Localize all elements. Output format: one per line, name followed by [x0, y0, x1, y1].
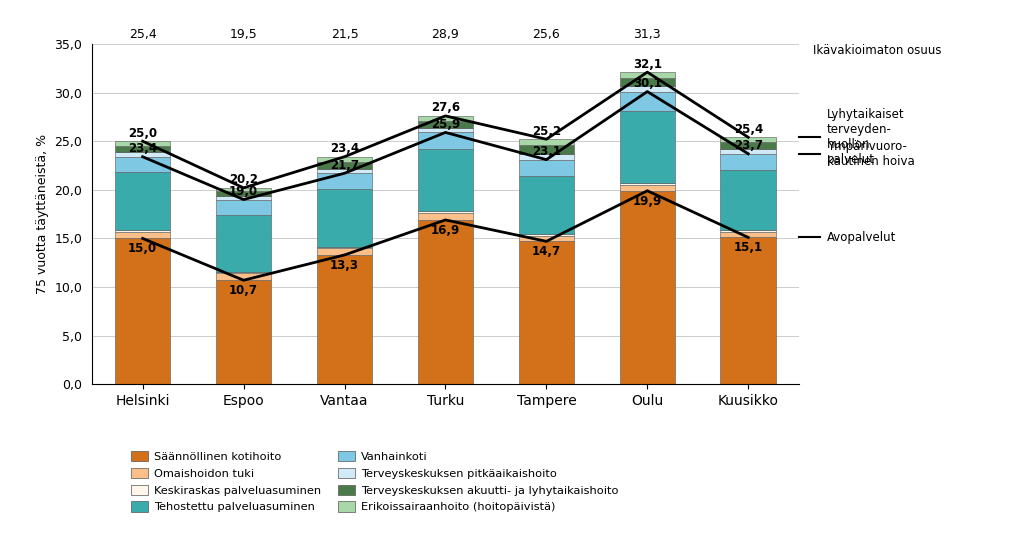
Bar [620, 86, 675, 92]
Text: 30,1: 30,1 [633, 77, 662, 90]
Bar [620, 111, 675, 183]
Text: 20,2: 20,2 [229, 173, 258, 187]
Bar [316, 173, 373, 189]
Bar [721, 230, 776, 232]
Text: 21,7: 21,7 [330, 159, 359, 172]
Text: 14,7: 14,7 [531, 245, 561, 258]
Text: 15,0: 15,0 [128, 242, 158, 255]
Bar [418, 213, 473, 220]
Text: 25,2: 25,2 [531, 125, 561, 138]
Bar [115, 153, 170, 156]
Text: 23,4: 23,4 [128, 142, 158, 155]
Bar [216, 280, 271, 384]
Bar [115, 229, 170, 232]
Text: 23,1: 23,1 [531, 145, 561, 158]
Text: 13,3: 13,3 [330, 259, 359, 272]
Bar [316, 156, 373, 162]
Bar [115, 172, 170, 229]
Bar [518, 242, 574, 384]
Text: 23,4: 23,4 [330, 142, 359, 155]
Bar [115, 146, 170, 153]
Text: 10,7: 10,7 [229, 284, 258, 297]
Bar [316, 255, 373, 384]
Bar [620, 72, 675, 78]
Bar [620, 78, 675, 86]
Bar [216, 215, 271, 272]
Bar [216, 196, 271, 199]
Bar [418, 116, 473, 121]
Bar [518, 234, 574, 236]
Text: 27,6: 27,6 [431, 102, 460, 114]
Bar [418, 128, 473, 132]
Text: 15,1: 15,1 [733, 242, 763, 254]
Bar [620, 191, 675, 384]
Bar [518, 145, 574, 154]
Bar [115, 156, 170, 172]
Bar [216, 192, 271, 196]
Bar [216, 273, 271, 280]
Bar [721, 232, 776, 238]
Text: Lyhytaikaiset
terveyden-
huollon
palvelut: Lyhytaikaiset terveyden- huollon palvelu… [827, 108, 904, 166]
Text: 25,4: 25,4 [733, 123, 763, 136]
Text: 19,0: 19,0 [229, 185, 258, 198]
Bar [115, 238, 170, 384]
Text: Ikävakioimaton osuus: Ikävakioimaton osuus [813, 44, 941, 57]
Bar [216, 188, 271, 192]
Bar [316, 247, 373, 248]
Text: 23,7: 23,7 [734, 139, 763, 153]
Bar [316, 162, 373, 169]
Bar [518, 160, 574, 176]
Bar [316, 169, 373, 173]
Legend: Säännöllinen kotihoito, Omaishoidon tuki, Keskiraskas palveluasuminen, Tehostett: Säännöllinen kotihoito, Omaishoidon tuki… [131, 451, 618, 512]
Bar [620, 183, 675, 185]
Bar [721, 170, 776, 230]
Bar [418, 121, 473, 128]
Text: 19,9: 19,9 [633, 195, 662, 208]
Y-axis label: 75 vuotta täyttäneistä, %: 75 vuotta täyttäneistä, % [36, 134, 49, 294]
Bar [721, 142, 776, 149]
Bar [418, 220, 473, 384]
Text: Ympärivuoro-
kautinen hoiva: Ympärivuoro- kautinen hoiva [827, 140, 914, 168]
Bar [620, 92, 675, 111]
Bar [216, 272, 271, 273]
Bar [216, 199, 271, 215]
Bar [418, 149, 473, 211]
Bar [721, 137, 776, 142]
Bar [721, 149, 776, 154]
Bar [518, 236, 574, 242]
Bar [721, 154, 776, 170]
Bar [518, 154, 574, 160]
Bar [518, 176, 574, 234]
Bar [418, 132, 473, 149]
Bar [115, 232, 170, 238]
Text: 25,9: 25,9 [431, 118, 460, 131]
Text: Avopalvelut: Avopalvelut [827, 231, 896, 244]
Bar [620, 185, 675, 191]
Bar [115, 141, 170, 146]
Text: 32,1: 32,1 [633, 58, 662, 71]
Bar [721, 238, 776, 384]
Bar [316, 248, 373, 255]
Text: 25,0: 25,0 [128, 127, 158, 139]
Bar [518, 139, 574, 145]
Bar [316, 189, 373, 247]
Bar [418, 211, 473, 213]
Text: 16,9: 16,9 [431, 224, 460, 237]
